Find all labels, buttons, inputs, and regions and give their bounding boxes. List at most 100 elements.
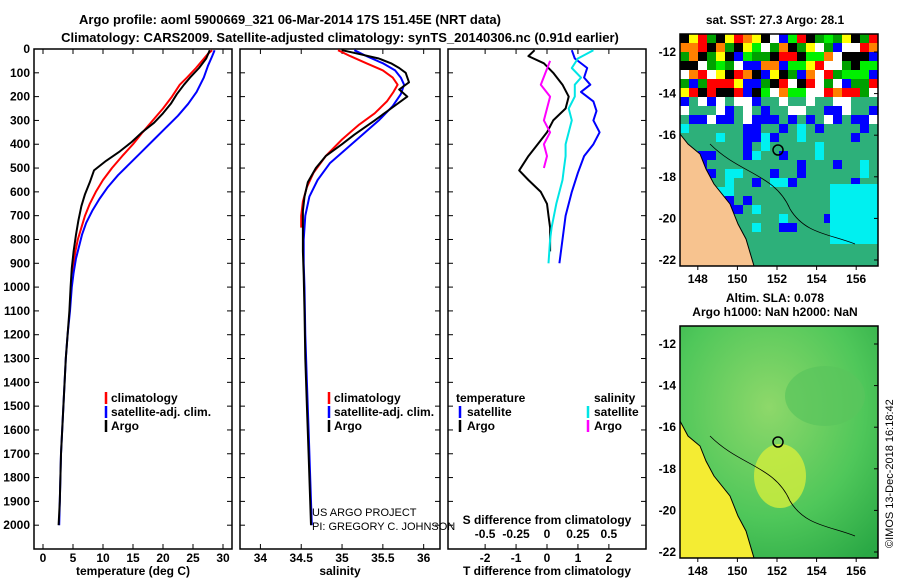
sst-cell bbox=[707, 61, 716, 70]
sst-cell bbox=[698, 70, 707, 79]
sst-cell bbox=[797, 79, 806, 88]
sst-cell bbox=[698, 61, 707, 70]
xtick-label: 35.5 bbox=[371, 551, 395, 565]
xtick-label: 10 bbox=[96, 551, 110, 565]
sst-cell bbox=[833, 61, 842, 70]
sst-cell bbox=[698, 34, 707, 43]
depth-tick-label: 1400 bbox=[3, 375, 30, 389]
sst-cell bbox=[716, 43, 725, 52]
map-lon-label: 154 bbox=[807, 564, 827, 578]
sdiff-tick-label: 0.5 bbox=[601, 527, 618, 541]
sst-map-title: sat. SST: 27.3 Argo: 28.1 bbox=[706, 13, 845, 27]
sst-cell bbox=[689, 61, 698, 70]
legend-targo-label: Argo bbox=[467, 419, 495, 433]
sst-cell bbox=[734, 34, 743, 43]
sla-map bbox=[679, 325, 879, 559]
sdiff-tick-label: 0 bbox=[544, 527, 551, 541]
pi-annotation: PI: GREGORY C. JOHNSON bbox=[312, 521, 455, 533]
sst-map-plot bbox=[680, 34, 878, 266]
sla-map-ticks: 148 150 152 154 156 -12 -14 -16 -18 -20 -22 bbox=[659, 337, 878, 578]
sst-cell bbox=[860, 106, 869, 115]
sst-cell bbox=[833, 70, 842, 79]
sst-cell bbox=[788, 43, 797, 52]
sst-cell bbox=[833, 43, 842, 52]
sst-cell bbox=[734, 97, 743, 106]
sst-cell bbox=[788, 178, 797, 187]
sst-cell bbox=[689, 34, 698, 43]
sst-cell bbox=[806, 43, 815, 52]
salinity-legend: climatology satellite-adj. clim. Argo bbox=[327, 391, 434, 433]
depth-tick-label: 300 bbox=[10, 113, 30, 127]
sst-cell bbox=[752, 88, 761, 97]
map-lon-label: 156 bbox=[846, 272, 866, 286]
tdiff-tick-label: 2 bbox=[606, 551, 613, 565]
sla-map-title-2: Argo h1000: NaN h2000: NaN bbox=[692, 305, 857, 319]
sst-bathymetry-contour bbox=[709, 143, 856, 245]
legend-ssat-label: satellite bbox=[594, 405, 639, 419]
sst-cell bbox=[842, 106, 851, 115]
sst-cell bbox=[752, 223, 761, 232]
series-line-argo bbox=[57, 49, 211, 526]
sst-cell bbox=[842, 52, 851, 61]
sst-cell bbox=[698, 106, 707, 115]
sst-cell bbox=[851, 52, 860, 61]
sst-cell bbox=[725, 187, 734, 196]
map-lon-label: 148 bbox=[688, 272, 708, 286]
depth-tick-label: 0 bbox=[23, 42, 30, 56]
sst-cell bbox=[833, 79, 842, 88]
sst-cell bbox=[860, 43, 869, 52]
sst-cell bbox=[869, 88, 878, 97]
sst-cell bbox=[734, 88, 743, 97]
sst-cell bbox=[689, 79, 698, 88]
sst-cell bbox=[788, 88, 797, 97]
depth-tick-label: 1800 bbox=[3, 471, 30, 485]
sla-land bbox=[680, 420, 755, 558]
map-lat-label: -12 bbox=[659, 45, 677, 59]
sst-cell bbox=[680, 70, 689, 79]
depth-tick-label: 1600 bbox=[3, 423, 30, 437]
sst-cell bbox=[824, 106, 833, 115]
sst-cell bbox=[716, 88, 725, 97]
sst-cyan-patch bbox=[830, 184, 878, 244]
sst-cell bbox=[806, 115, 815, 124]
sst-cell bbox=[743, 79, 752, 88]
legend-argo-label: Argo bbox=[334, 419, 362, 433]
sst-cell bbox=[734, 115, 743, 124]
legend-argo-label: Argo bbox=[111, 419, 139, 433]
depth-tick-label: 1700 bbox=[3, 447, 30, 461]
sst-cell bbox=[788, 34, 797, 43]
map-lat-label: -18 bbox=[659, 170, 677, 184]
legend-sat-label: satellite-adj. clim. bbox=[111, 405, 211, 419]
sst-cell bbox=[860, 97, 869, 106]
series-line-salinity-argo bbox=[539, 60, 552, 169]
legend-salinity-title: salinity bbox=[594, 391, 636, 405]
sst-cell bbox=[734, 43, 743, 52]
sst-cell bbox=[752, 34, 761, 43]
sst-cell bbox=[797, 34, 806, 43]
sst-cell bbox=[842, 34, 851, 43]
sst-cell bbox=[824, 52, 833, 61]
sst-cell bbox=[815, 151, 824, 160]
xtick-label: 34 bbox=[254, 551, 268, 565]
sst-cell bbox=[761, 34, 770, 43]
map-lon-label: 148 bbox=[688, 564, 708, 578]
sst-cell bbox=[833, 88, 842, 97]
sst-cell bbox=[851, 88, 860, 97]
sst-cell bbox=[743, 52, 752, 61]
temperature-xlabel: temperature (deg C) bbox=[76, 564, 190, 578]
sst-cell bbox=[716, 70, 725, 79]
sst-cell bbox=[770, 133, 779, 142]
xtick-label: 0 bbox=[40, 551, 47, 565]
sst-cell bbox=[860, 70, 869, 79]
sst-cell bbox=[851, 97, 860, 106]
sst-cell bbox=[869, 70, 878, 79]
depth-tick-label: 2000 bbox=[3, 518, 30, 532]
depth-tick-label: 900 bbox=[10, 256, 30, 270]
sst-cell bbox=[707, 106, 716, 115]
xtick-label: 5 bbox=[70, 551, 77, 565]
xtick-label: 25 bbox=[186, 551, 200, 565]
sst-cell bbox=[869, 106, 878, 115]
sst-map bbox=[679, 33, 879, 267]
sst-cell bbox=[842, 88, 851, 97]
sst-cell bbox=[707, 52, 716, 61]
